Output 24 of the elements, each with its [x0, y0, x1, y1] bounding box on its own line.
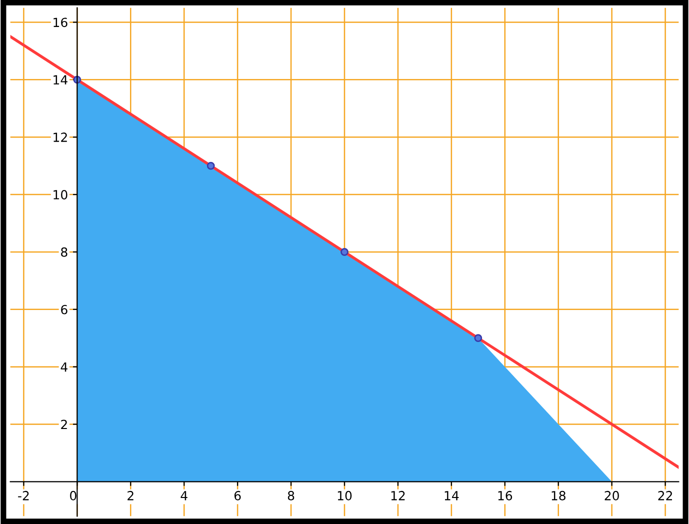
y-tick-label: 2: [61, 420, 67, 429]
x-tick-label: 10: [338, 490, 352, 500]
y-tick-label: 14: [54, 75, 68, 84]
y-tick-label: 16: [54, 18, 68, 28]
x-tick-label: 22: [658, 490, 672, 500]
x-tick-label: 4: [180, 491, 188, 500]
x-tick-label: 2: [128, 490, 134, 500]
x-tick-label: 20: [604, 490, 619, 500]
y-tick-label: 8: [61, 247, 68, 257]
y-tick-label: 12: [54, 132, 67, 142]
y-tick-label: 6: [61, 304, 68, 314]
y-tick-label: 10: [54, 190, 68, 200]
x-tick-label: -2: [18, 490, 29, 500]
y-tick-label: 4: [60, 362, 68, 372]
point: [206, 162, 215, 170]
x-tick-label: 8: [288, 490, 294, 500]
x-tick-label: 0: [70, 490, 76, 500]
point: [474, 334, 482, 342]
x-tick-label: 16: [498, 490, 512, 500]
point: [340, 248, 348, 256]
x-tick-label: 12: [391, 490, 405, 500]
x-tick-label: 6: [234, 490, 241, 500]
x-tick-label: 18: [552, 490, 566, 500]
x-tick-label: 14: [444, 491, 459, 500]
